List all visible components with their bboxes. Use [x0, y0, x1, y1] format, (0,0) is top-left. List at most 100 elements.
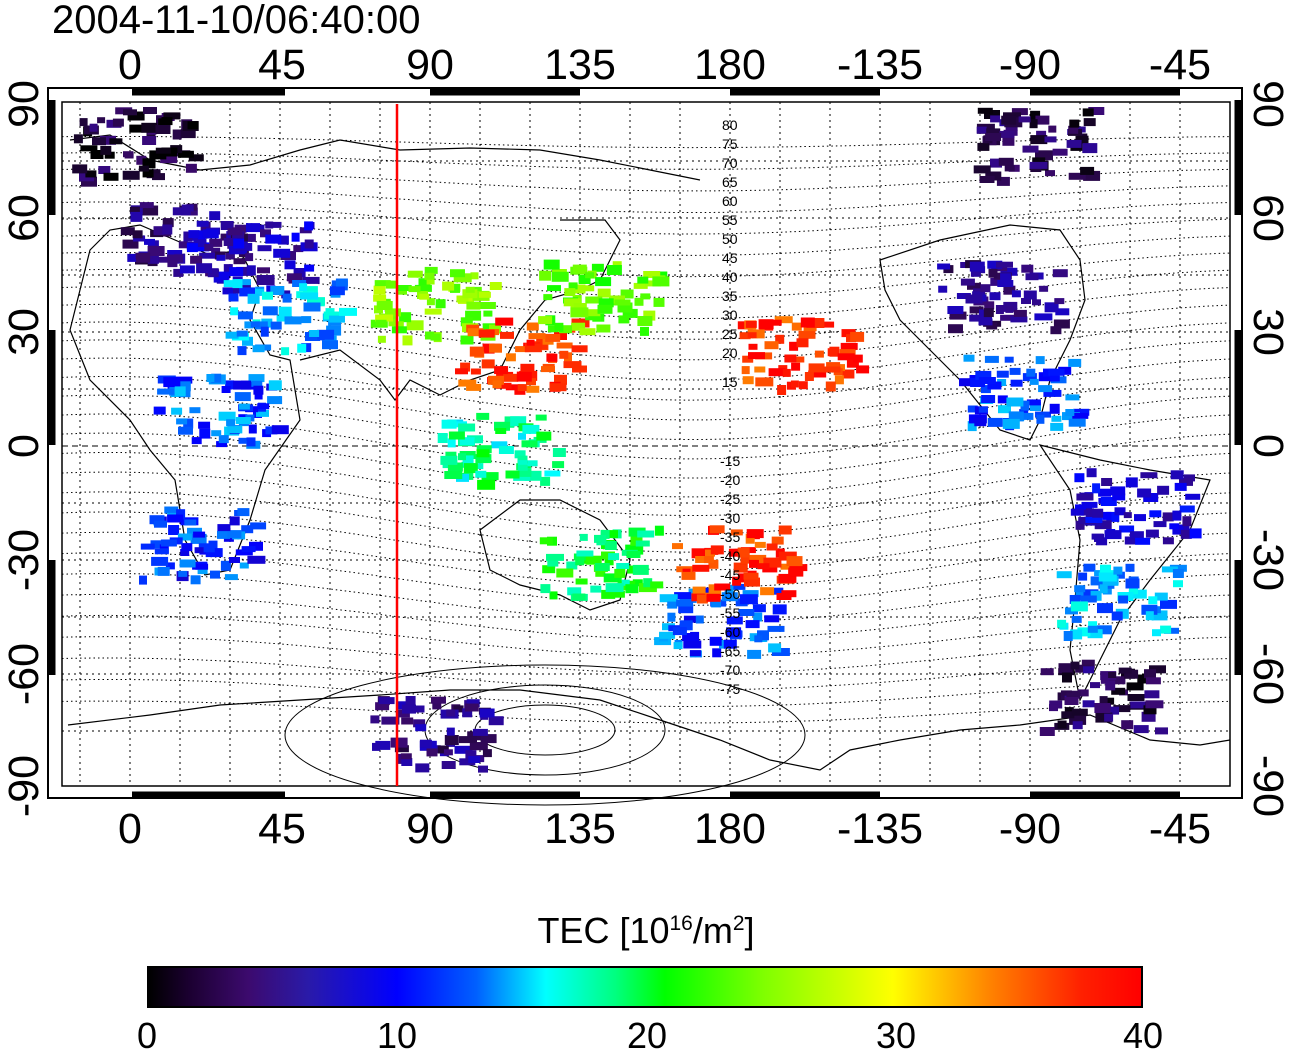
tec-pixel — [706, 593, 721, 602]
tec-pixel — [659, 631, 676, 639]
tec-pixel — [547, 285, 561, 292]
tec-pixel — [1000, 267, 1018, 276]
tec-pixel — [581, 285, 595, 292]
tec-pixel — [1162, 537, 1174, 545]
tec-pixel — [178, 241, 188, 249]
tec-pixel — [217, 530, 230, 539]
tec-pixel — [1000, 273, 1012, 281]
tec-pixel — [826, 362, 841, 370]
tec-pixel — [572, 593, 586, 601]
tec-pixel — [300, 292, 319, 300]
tec-pixel — [1144, 669, 1156, 679]
tec-pixel — [585, 296, 603, 304]
tec-pixel — [969, 306, 984, 314]
tec-pixel — [466, 699, 480, 708]
tec-pixel — [559, 350, 569, 359]
magnetic-latitude-contour — [61, 303, 1231, 361]
tec-pixel — [748, 352, 765, 360]
tec-pixel — [970, 269, 981, 277]
tec-pixel — [109, 138, 123, 145]
tec-pixel — [1062, 412, 1080, 421]
tec-pixel — [454, 745, 473, 754]
tec-pixel — [564, 288, 576, 297]
tec-pixel — [978, 406, 988, 413]
tec-pixel — [1043, 389, 1062, 397]
tec-pixel — [776, 593, 792, 600]
tec-pixel — [1095, 712, 1113, 723]
tec-pixel — [985, 133, 1002, 141]
tec-pixel — [1133, 725, 1149, 734]
tec-pixel — [1141, 711, 1156, 722]
tec-pixel — [614, 299, 631, 306]
tec-pixel — [184, 519, 197, 526]
tec-pixel — [419, 739, 432, 748]
tec-pixel — [432, 702, 442, 710]
tec-pixel — [804, 372, 814, 381]
tec-pixel — [460, 362, 471, 372]
magnetic-latitude-contour — [62, 135, 1231, 149]
tec-pixel — [1170, 470, 1184, 480]
tec-pixel — [1075, 590, 1087, 601]
tec-pixel — [1152, 629, 1161, 637]
tec-pixel — [1145, 529, 1159, 538]
tec-pixel — [1135, 537, 1151, 545]
tec-pixel — [179, 381, 191, 392]
tec-pixel — [329, 286, 345, 296]
tec-pixel — [196, 220, 209, 227]
tec-pixel — [178, 570, 188, 577]
tec-pixel — [712, 648, 722, 658]
tec-pixel — [1049, 403, 1060, 414]
tec-pixel — [519, 460, 538, 467]
tec-pixel — [1068, 358, 1082, 367]
tec-pixel — [162, 218, 174, 228]
tec-pixel — [479, 302, 496, 309]
tec-pixel — [168, 525, 180, 535]
tec-pixel — [600, 529, 610, 539]
tec-pixel — [1083, 666, 1094, 674]
tec-pixel — [299, 283, 308, 292]
tec-pixel — [1002, 418, 1020, 429]
tec-pixel — [604, 558, 614, 566]
tec-pixel — [947, 306, 964, 314]
tec-pixel — [754, 366, 766, 373]
tec-pixel — [443, 749, 453, 756]
tec-pixel — [572, 365, 587, 373]
tec-pixel — [225, 252, 235, 260]
tec-pixel — [402, 704, 416, 714]
tec-pixel — [291, 232, 300, 242]
tec-pixel — [1148, 596, 1158, 605]
tec-pixel — [1153, 521, 1167, 528]
tec-pixel — [1189, 528, 1202, 539]
tec-pixel — [1105, 680, 1116, 691]
tec-pixel — [1096, 537, 1108, 546]
tec-pixel — [1044, 302, 1059, 313]
tec-pixel — [1022, 145, 1039, 153]
tec-pixel — [1010, 379, 1023, 387]
tec-pixel — [1057, 720, 1067, 729]
contour-label: -55 — [720, 605, 740, 621]
tec-pixel — [780, 563, 790, 570]
tec-pixel — [271, 425, 289, 435]
tec-pixel — [996, 176, 1010, 186]
tec-pixel — [984, 301, 995, 310]
tec-pixel — [446, 709, 456, 717]
tec-pixel — [969, 314, 981, 322]
tec-pixel — [771, 587, 784, 595]
tec-pixel — [103, 172, 119, 181]
tec-pixel — [238, 403, 250, 410]
tec-pixel — [1035, 356, 1045, 365]
tec-pixel — [373, 285, 386, 295]
tec-pixel — [216, 254, 226, 261]
tec-pixel — [997, 280, 1014, 287]
tec-pixel — [453, 705, 464, 713]
tec-pixel — [551, 271, 569, 282]
tec-pixel — [171, 407, 183, 415]
tec-pixel — [554, 322, 564, 332]
tec-pixel — [230, 307, 239, 316]
contour-label: 55 — [722, 212, 738, 228]
tec-pixel — [595, 277, 612, 287]
tec-pixel — [788, 567, 804, 577]
tec-pixel — [223, 238, 237, 246]
tec-pixel — [1155, 727, 1168, 735]
contour-label: -75 — [720, 681, 740, 697]
